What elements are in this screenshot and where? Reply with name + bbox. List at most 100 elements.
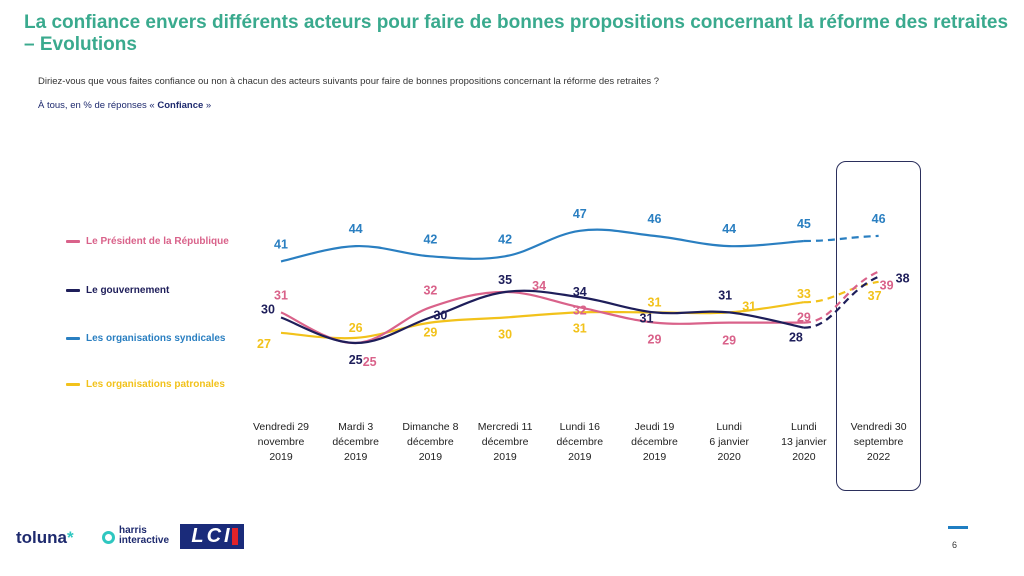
x-tick-label-line: 2019 — [493, 451, 517, 463]
data-label: 33 — [797, 287, 811, 301]
x-tick-label-line: 2019 — [418, 451, 443, 463]
x-tick-label-line: 2022 — [866, 451, 891, 463]
x-tick-label-line: décembre — [481, 436, 529, 448]
x-tick-label: Vendredi 30 septembre 2022 — [839, 420, 919, 465]
legend-item-patronales: Les organisations patronales — [66, 379, 225, 390]
data-label: 45 — [797, 217, 811, 231]
x-tick-label: Jeudi 19 décembre 2019 — [615, 420, 695, 465]
data-label: 41 — [274, 237, 288, 251]
data-label: 31 — [274, 288, 288, 302]
legend-label: Les organisations patronales — [86, 379, 225, 390]
x-tick-label-line: septembre — [853, 436, 904, 448]
x-tick-label-line: décembre — [407, 436, 454, 448]
data-label: 27 — [257, 337, 271, 351]
data-label: 29 — [722, 334, 736, 348]
harris-line1: harris — [119, 525, 147, 536]
x-tick-label-line: 2019 — [269, 451, 293, 463]
x-tick-label-line: décembre — [332, 436, 380, 448]
x-tick-label: Lundi 6 janvier 2020 — [689, 420, 769, 465]
x-tick-label-line: Jeudi 19 — [634, 421, 675, 433]
series-line-1 — [280, 289, 805, 345]
x-tick-label: Dimanche 8 décembre 2019 — [390, 420, 470, 465]
legend-item-president: Le Président de la République — [66, 236, 229, 247]
data-label: 28 — [789, 331, 803, 345]
data-label: 42 — [423, 232, 437, 246]
x-tick-label-line: Mercredi 11 — [477, 421, 533, 433]
chart-title: La confiance envers différents acteurs p… — [24, 12, 1009, 55]
data-label: 42 — [498, 232, 512, 246]
data-label: 31 — [573, 321, 587, 335]
data-label: 46 — [648, 212, 662, 226]
survey-question: Diriez-vous que vous faites confiance ou… — [38, 76, 660, 87]
legend-swatch — [66, 239, 80, 243]
x-tick-label-line: 6 janvier — [709, 436, 750, 448]
x-tick-label-line: Vendredi 30 — [850, 421, 907, 433]
legend-item-gouvernement: Le gouvernement — [66, 285, 169, 296]
x-tick-label-line: Vendredi 29 — [252, 421, 310, 433]
legend-swatch — [66, 288, 80, 292]
x-tick-label-line: 2019 — [344, 451, 368, 463]
data-label: 31 — [640, 311, 654, 325]
data-label: 47 — [573, 207, 587, 221]
lci-text: LCI — [191, 525, 233, 547]
legend-swatch — [66, 336, 80, 340]
data-label: 30 — [261, 303, 275, 317]
harris-line2: interactive — [119, 535, 170, 546]
toluna-text: toluna — [16, 528, 67, 547]
x-tick-label-line: Dimanche 8 — [402, 421, 459, 433]
x-tick-label-line: 2019 — [568, 451, 592, 463]
data-label: 26 — [349, 321, 363, 335]
x-tick-label: Lundi 16 décembre 2019 — [540, 420, 620, 465]
data-label: 25 — [349, 353, 363, 367]
legend-swatch — [66, 382, 80, 386]
data-label: 30 — [433, 309, 447, 323]
data-label: 31 — [648, 295, 662, 309]
x-tick-label-line: Lundi — [716, 421, 743, 433]
page-accent-bar — [948, 526, 968, 529]
base-prefix: À tous, en % de réponses « — [38, 100, 158, 111]
x-tick-label: Lundi 13 janvier 2020 — [764, 420, 844, 465]
x-tick-label-line: décembre — [556, 436, 604, 448]
legend-label: Les organisations syndicales — [86, 333, 226, 344]
toluna-logo: toluna* — [16, 528, 74, 548]
x-tick-label-line: novembre — [257, 436, 305, 448]
legend-item-syndicales: Les organisations syndicales — [66, 333, 226, 344]
x-tick-label: Vendredi 29 novembre 2019 — [241, 420, 321, 465]
data-label: 46 — [872, 212, 886, 226]
base-suffix: » — [203, 100, 212, 111]
data-label: 32 — [423, 283, 437, 297]
x-tick-label-line: Lundi 16 — [559, 421, 600, 433]
toluna-star-icon: * — [67, 528, 74, 547]
data-label: 38 — [896, 272, 910, 286]
data-label: 25 — [363, 355, 377, 369]
page-number: 6 — [952, 540, 958, 550]
data-label: 31 — [742, 299, 756, 313]
x-tick-label-line: Mardi 3 — [338, 421, 374, 433]
base-bold: Confiance — [157, 100, 204, 111]
x-tick-label-line: décembre — [631, 436, 678, 448]
latest-wave-highlight — [836, 161, 921, 491]
x-tick-label-line: 2020 — [792, 451, 816, 463]
data-label: 37 — [868, 289, 882, 303]
harris-ring-icon — [102, 531, 115, 544]
data-label: 34 — [573, 285, 587, 299]
data-label: 29 — [797, 311, 811, 325]
data-label: 30 — [498, 328, 512, 342]
data-label: 39 — [880, 279, 894, 293]
x-tick-label: Mardi 3 décembre 2019 — [316, 420, 396, 465]
series-line-2 — [280, 228, 804, 263]
series-dashed-segment-2 — [803, 234, 879, 243]
series-dashed-segment-3 — [803, 280, 879, 304]
x-tick-label-line: Lundi — [791, 421, 817, 433]
data-label: 44 — [722, 222, 736, 236]
data-label: 29 — [423, 326, 437, 340]
x-tick-label-line: 2020 — [717, 451, 741, 463]
data-label: 29 — [648, 333, 662, 347]
legend-label: Le Président de la République — [86, 236, 229, 247]
data-label: 31 — [718, 288, 732, 302]
survey-base: À tous, en % de réponses « Confiance » — [38, 100, 211, 111]
harris-interactive-logo: harris interactive — [102, 526, 192, 552]
lci-logo: LCI — [180, 524, 244, 549]
series-dashed-segment-1 — [803, 275, 880, 329]
